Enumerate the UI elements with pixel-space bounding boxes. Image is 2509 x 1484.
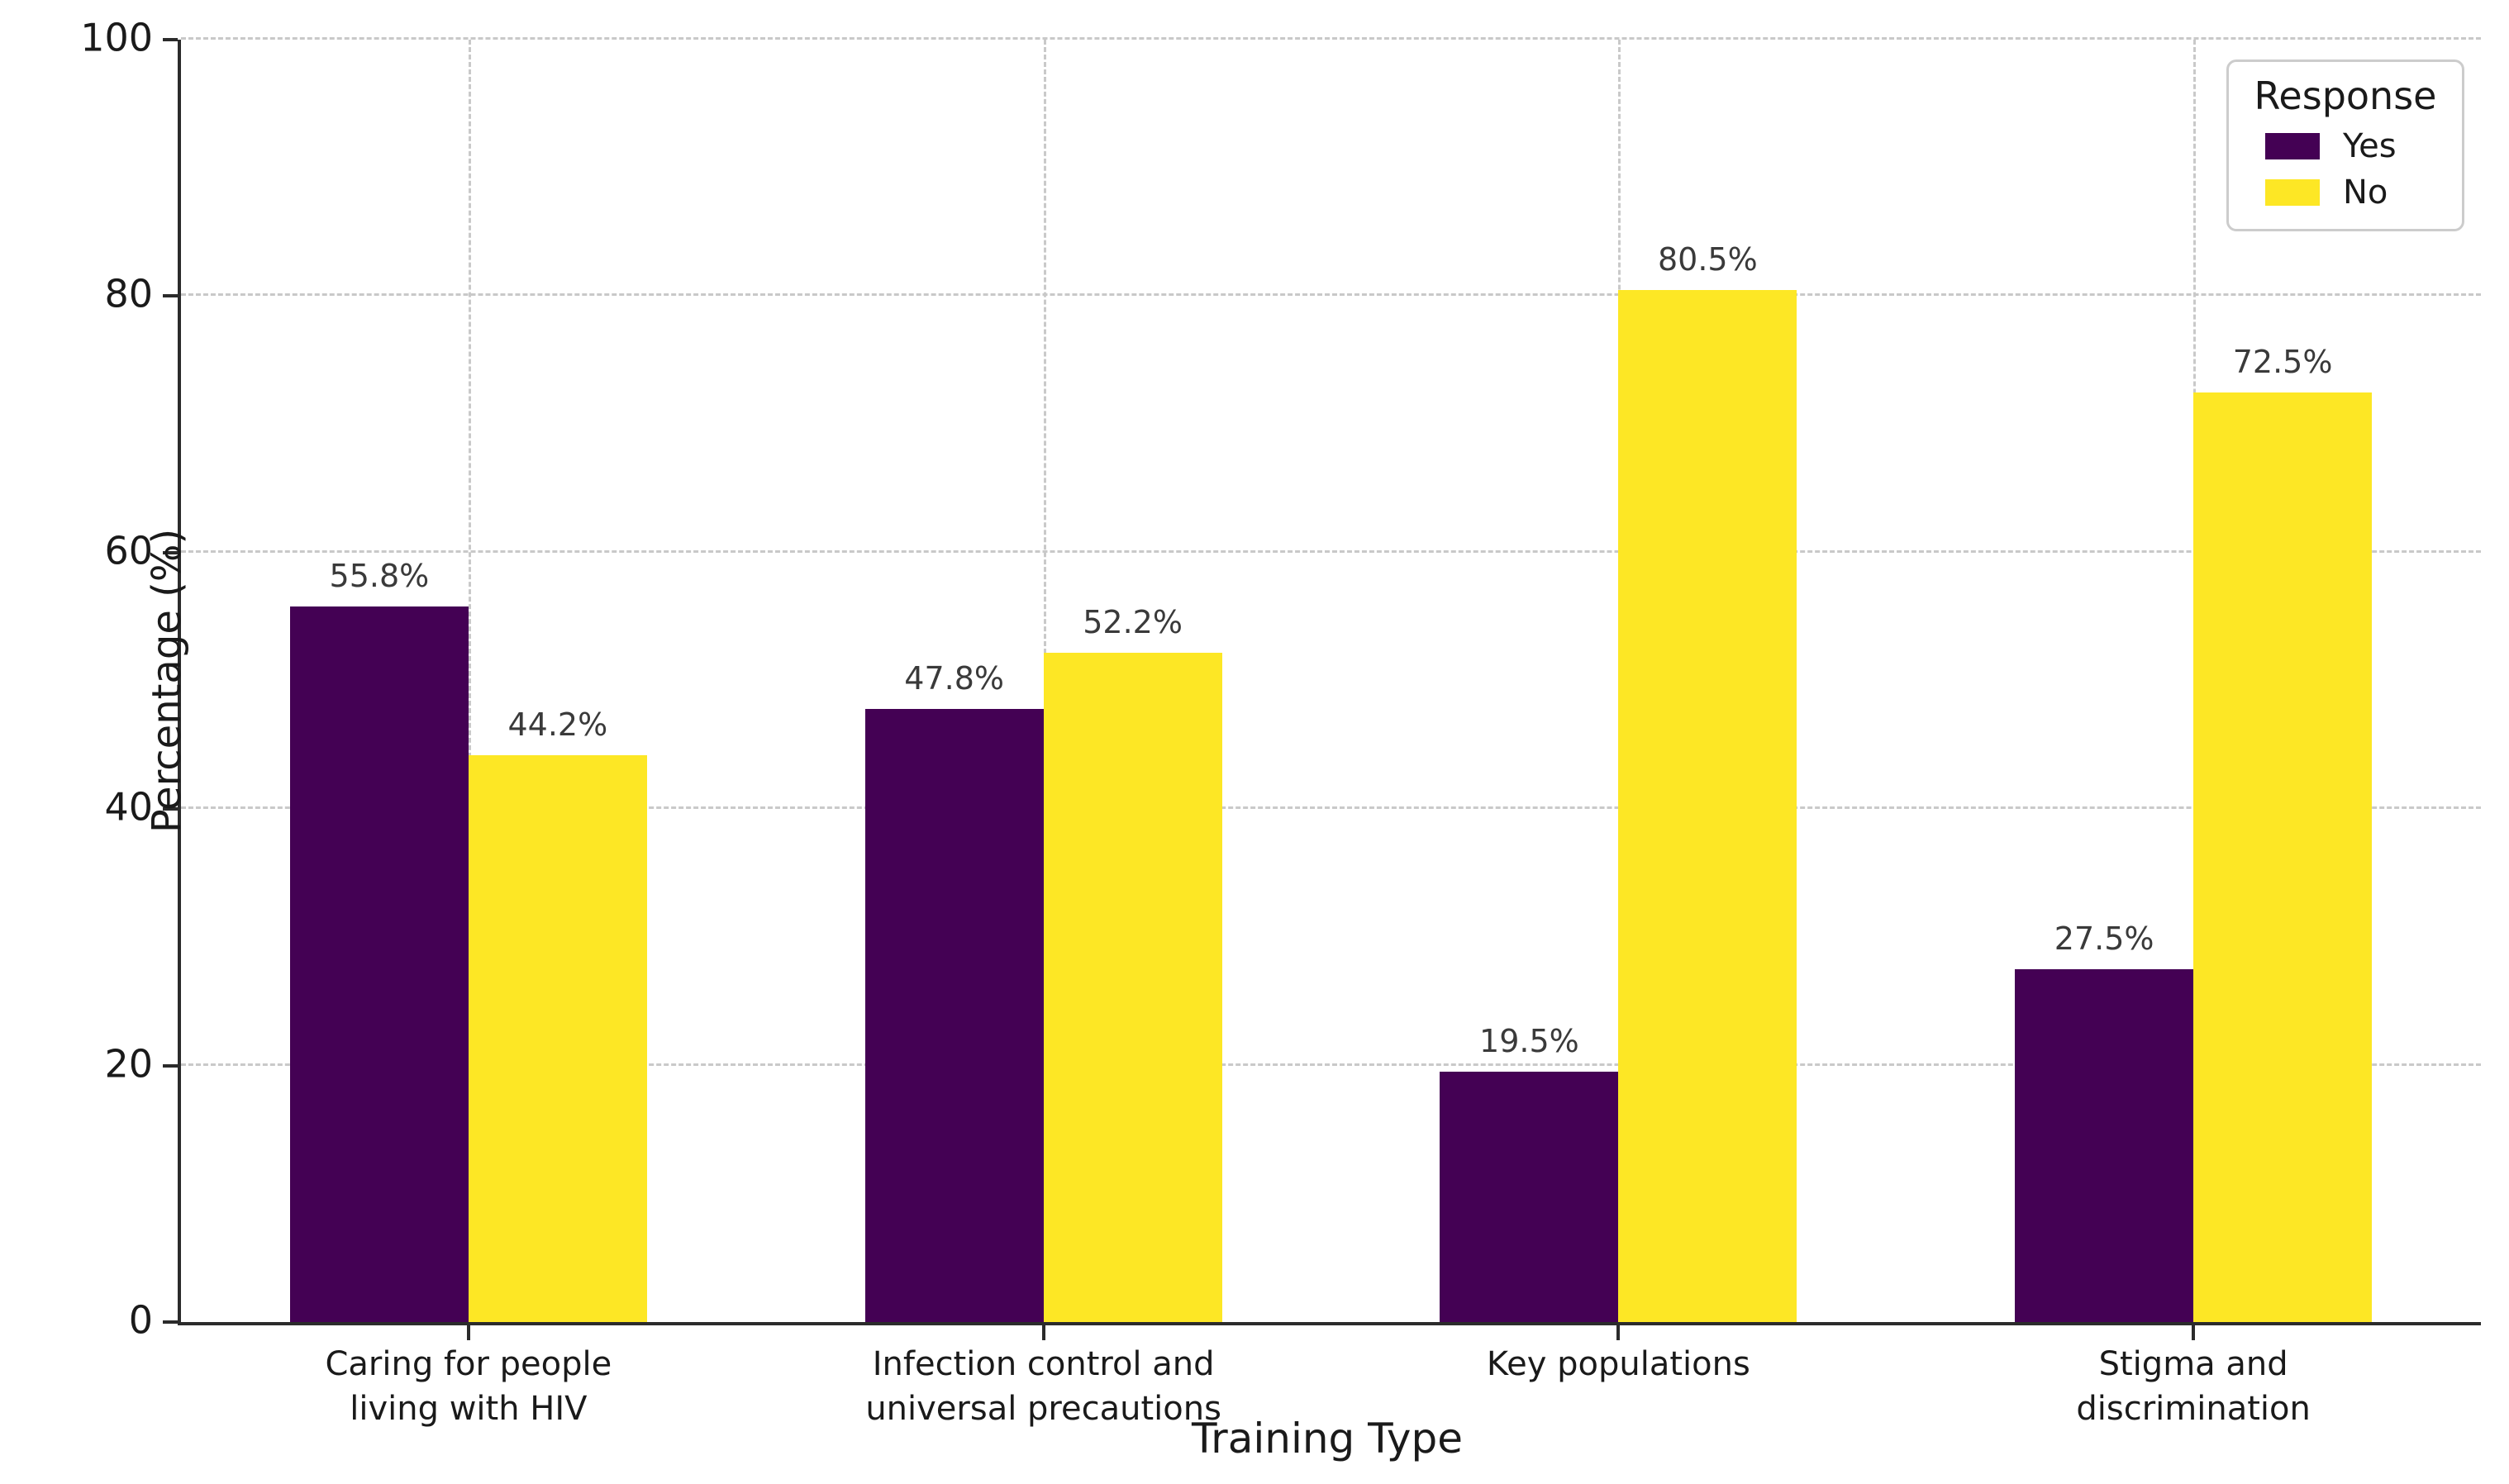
bar-value-label: 55.8% [329,557,430,594]
bar-value-label: 19.5% [1479,1023,1579,1060]
y-tick-label: 0 [128,1297,153,1343]
y-tick-label: 100 [80,15,153,60]
bar-yes-1 [864,709,1044,1322]
y-tick-mark [163,1063,178,1068]
x-axis-title: Training Type [1191,1415,1464,1463]
x-gridline [468,40,471,1322]
legend-label-yes: Yes [2343,127,2397,165]
bar-value-label: 47.8% [904,660,1004,697]
y-axis-title: Percentage (%) [144,528,191,834]
x-tick-mark [1616,1325,1621,1340]
bar-value-label: 52.2% [1083,603,1183,640]
bar-value-label: 72.5% [2232,343,2333,380]
x-tick-label: Stigma and discrimination [2076,1345,2311,1428]
plot-area: 0 20 40 60 80 100 Caring for people living wit… [80,19,2481,1428]
bar-value-label: 27.5% [2054,920,2154,958]
y-tick-mark [163,38,178,41]
legend: Response Yes No [2226,59,2464,231]
bar-value-label: 80.5% [1657,240,1758,278]
bar-no-1 [1043,652,1222,1322]
x-tick-label: Caring for people living with HIV [325,1345,612,1428]
y-tick-label: 40 [104,784,153,830]
y-tick-label: 80 [104,272,153,317]
legend-label-no: No [2343,174,2388,212]
legend-swatch-no-icon [2265,179,2320,206]
x-tick-mark [466,1325,470,1340]
legend-item-no: No [2244,176,2447,209]
x-tick-mark [2192,1325,2196,1340]
y-gridline [181,1063,2481,1066]
x-tick-label: Infection control and universal precauti… [865,1345,1221,1428]
y-tick-mark [163,807,178,811]
bar-yes-3 [2015,969,2194,1322]
legend-swatch-yes-icon [2265,133,2320,159]
y-gridline [181,293,2481,297]
x-tick-label: Key populations [1486,1345,1750,1383]
y-tick-mark [163,1320,178,1324]
y-gridline [181,549,2481,553]
legend-item-yes: Yes [2244,130,2447,163]
y-tick-label: 20 [104,1041,153,1087]
bar-no-3 [2193,392,2373,1322]
bar-value-label: 44.2% [507,706,608,744]
y-tick-label: 60 [104,528,153,573]
bar-no-2 [1618,289,1797,1322]
y-tick-mark [163,294,178,298]
x-tick-mark [1041,1325,1045,1340]
legend-title: Response [2254,74,2437,118]
y-tick-mark [163,550,178,554]
y-gridline [181,806,2481,810]
y-gridline [181,37,2481,40]
bar-yes-0 [289,606,469,1322]
bar-yes-2 [1440,1072,1619,1322]
bar-no-0 [468,755,647,1322]
